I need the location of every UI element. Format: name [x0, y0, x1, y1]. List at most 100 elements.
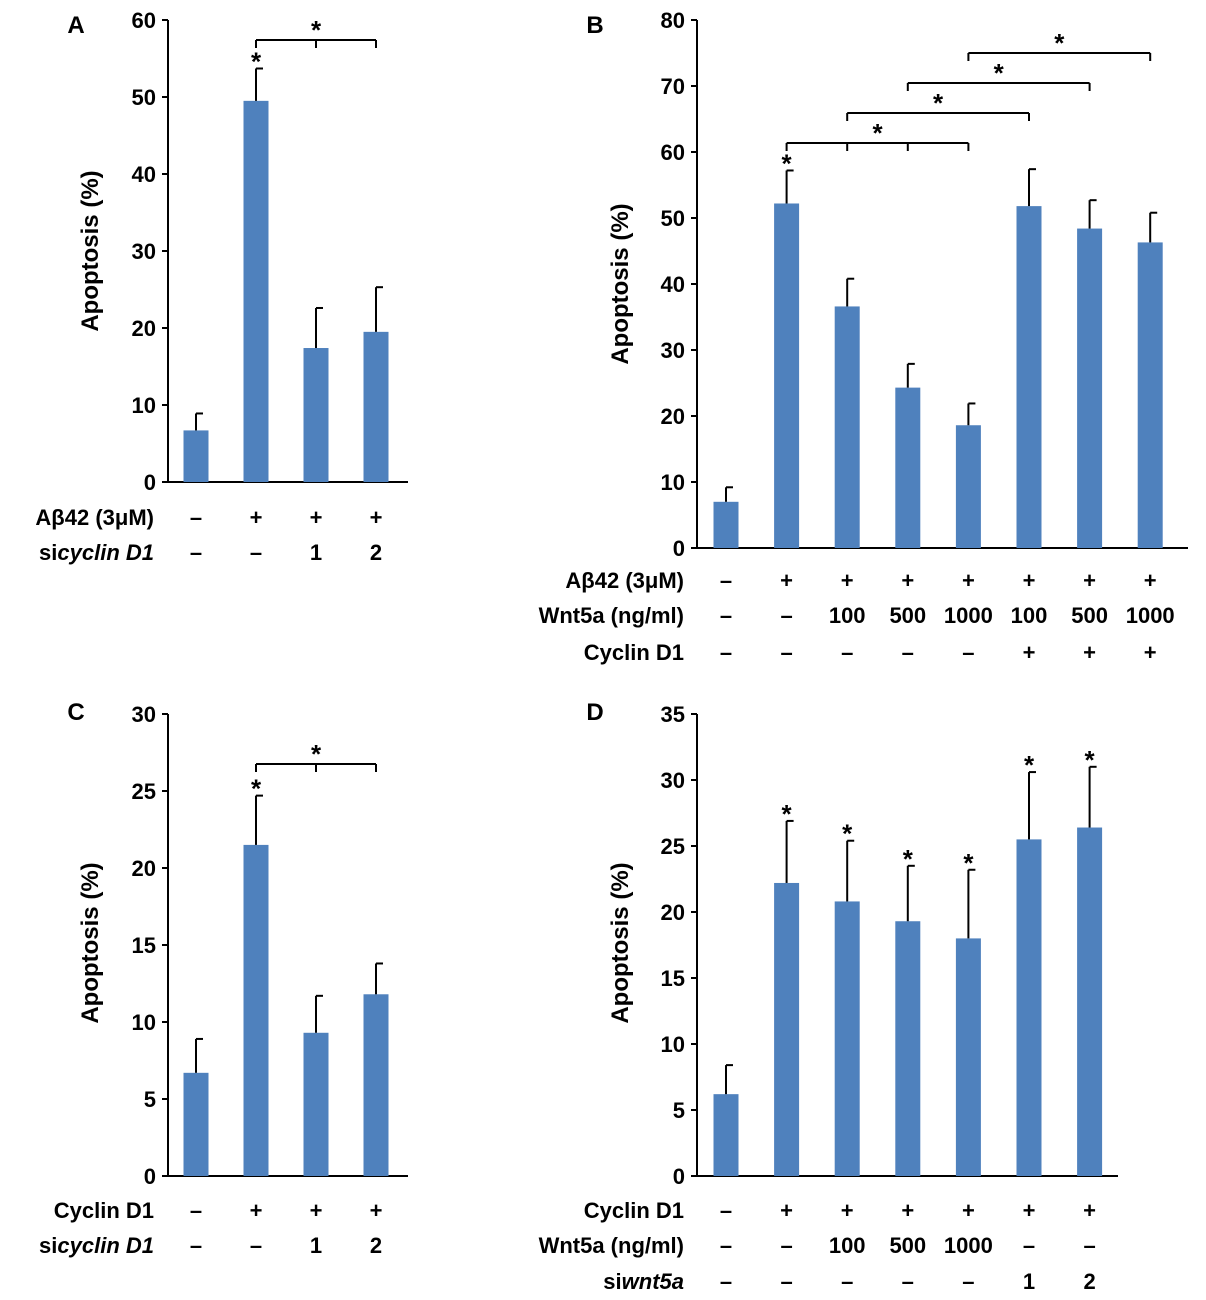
condition-value: +	[901, 1198, 914, 1223]
condition-value: –	[780, 1233, 792, 1258]
bar	[183, 1072, 209, 1176]
condition-value: –	[250, 540, 262, 565]
condition-value: –	[190, 1233, 202, 1258]
condition-value: 100	[1011, 603, 1048, 628]
y-tick-label: 10	[132, 1010, 156, 1035]
condition-value: 1000	[1126, 603, 1175, 628]
bar	[774, 203, 800, 549]
bar	[834, 901, 860, 1176]
condition-value: –	[250, 1233, 262, 1258]
y-tick-label: 35	[661, 702, 685, 727]
bar	[363, 331, 389, 482]
condition-value: +	[1083, 1198, 1096, 1223]
y-tick-label: 60	[661, 140, 685, 165]
significance-star: *	[842, 819, 853, 849]
condition-value: 1000	[944, 1233, 993, 1258]
condition-row-label: Wnt5a (ng/ml)	[539, 603, 684, 628]
condition-value: +	[1144, 640, 1157, 665]
condition-row-label: sicyclin D1	[39, 540, 154, 565]
condition-value: +	[310, 1198, 323, 1223]
condition-value: –	[902, 1269, 914, 1294]
bar	[183, 430, 209, 482]
condition-value: +	[780, 568, 793, 593]
condition-value: 2	[370, 1233, 382, 1258]
y-tick-label: 40	[132, 162, 156, 187]
condition-value: –	[1083, 1233, 1095, 1258]
bracket-star: *	[994, 58, 1005, 88]
condition-value: +	[310, 505, 323, 530]
italic-gene-name: cyclin D1	[57, 1233, 154, 1258]
condition-value: –	[190, 505, 202, 530]
condition-value: –	[841, 640, 853, 665]
y-tick-label: 20	[132, 316, 156, 341]
condition-row-label: Cyclin D1	[584, 640, 684, 665]
condition-row-label: Aβ42 (3μM)	[35, 505, 154, 530]
condition-value: +	[962, 568, 975, 593]
y-tick-label: 10	[132, 393, 156, 418]
panel-c: C 0 5 10 15 20 25 30 Apoptosis (%) * * Cyclin D1 – + +…	[39, 699, 408, 1258]
significance-star: *	[782, 148, 793, 178]
condition-value: +	[780, 1198, 793, 1223]
condition-value: +	[250, 1198, 263, 1223]
condition-value: +	[1023, 640, 1036, 665]
y-axis-label: Apoptosis (%)	[607, 862, 634, 1023]
italic-gene-name: cyclin D1	[57, 540, 154, 565]
condition-value: –	[780, 640, 792, 665]
bar	[955, 938, 981, 1176]
condition-value: +	[901, 568, 914, 593]
y-tick-label: 0	[673, 536, 685, 561]
condition-value: 2	[1083, 1269, 1095, 1294]
condition-value: –	[720, 568, 732, 593]
condition-value: –	[720, 1269, 732, 1294]
condition-value: +	[841, 568, 854, 593]
bar	[1077, 827, 1103, 1176]
condition-value: 1000	[944, 603, 993, 628]
panel-a: A 0 10 20 30 40 50 60 Apoptosis (%) * * Aβ42 (3μM) –…	[35, 8, 408, 565]
y-tick-label: 20	[661, 404, 685, 429]
y-tick-label: 5	[673, 1098, 685, 1123]
bar	[1016, 206, 1042, 548]
significance-star: *	[251, 47, 262, 77]
condition-value: +	[370, 505, 383, 530]
y-tick-label: 80	[661, 8, 685, 33]
y-tick-label: 30	[661, 768, 685, 793]
y-tick-label: 60	[132, 8, 156, 33]
condition-value: –	[962, 1269, 974, 1294]
condition-value: –	[720, 1233, 732, 1258]
y-tick-label: 25	[132, 779, 156, 804]
bracket-star: *	[1054, 28, 1065, 58]
condition-value: –	[190, 1198, 202, 1223]
condition-value: –	[190, 540, 202, 565]
panel-label: C	[67, 699, 84, 726]
panel-label: D	[586, 699, 603, 726]
condition-value: –	[720, 1198, 732, 1223]
condition-value: –	[780, 603, 792, 628]
y-tick-label: 50	[132, 85, 156, 110]
y-tick-label: 20	[661, 900, 685, 925]
italic-gene-name: wnt5a	[622, 1269, 684, 1294]
condition-value: –	[720, 603, 732, 628]
y-tick-label: 70	[661, 74, 685, 99]
significance-star: *	[1085, 745, 1096, 775]
bar	[834, 306, 860, 548]
condition-value: 100	[829, 603, 866, 628]
y-tick-label: 30	[132, 239, 156, 264]
condition-row-label: Aβ42 (3μM)	[565, 568, 684, 593]
condition-value: 2	[370, 540, 382, 565]
condition-value: +	[962, 1198, 975, 1223]
condition-value: –	[841, 1269, 853, 1294]
bar	[955, 425, 981, 548]
condition-value: 500	[889, 1233, 926, 1258]
y-tick-label: 10	[661, 470, 685, 495]
condition-row-label: Cyclin D1	[584, 1198, 684, 1223]
bar	[303, 348, 329, 482]
condition-value: +	[1083, 640, 1096, 665]
condition-value: +	[1083, 568, 1096, 593]
condition-row-label: Wnt5a (ng/ml)	[539, 1233, 684, 1258]
y-tick-label: 50	[661, 206, 685, 231]
condition-value: –	[902, 640, 914, 665]
bracket-star: *	[311, 739, 322, 769]
y-tick-label: 10	[661, 1032, 685, 1057]
condition-value: +	[1144, 568, 1157, 593]
bracket-star: *	[311, 15, 322, 45]
